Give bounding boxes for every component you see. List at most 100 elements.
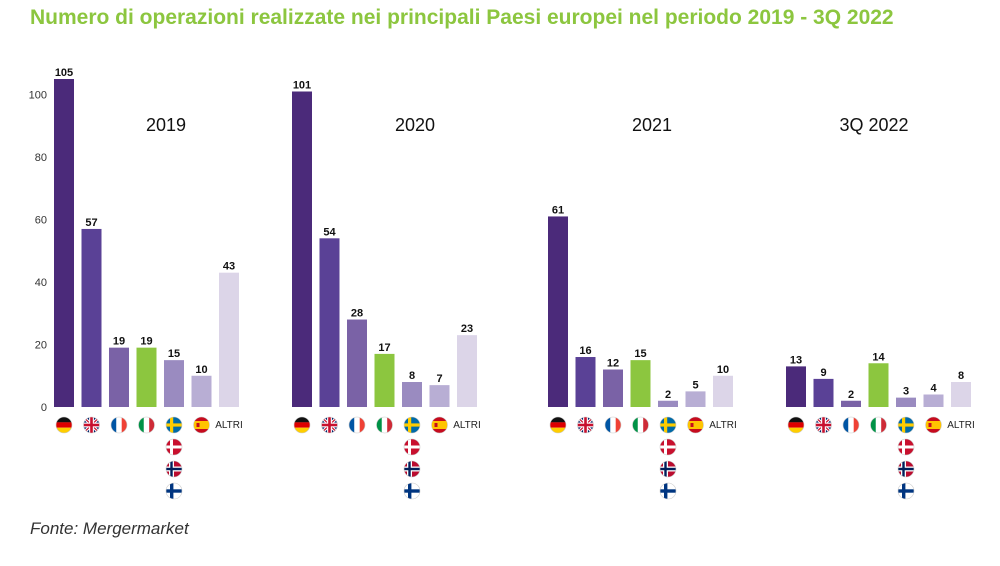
category-label-altri: ALTRI	[709, 420, 737, 431]
spain-flag-icon	[431, 416, 448, 434]
sweden-flag-icon	[403, 416, 421, 434]
sweden-flag-icon	[659, 416, 677, 434]
data-label: 28	[351, 308, 363, 320]
spain-flag-icon	[687, 416, 704, 434]
data-label: 7	[436, 373, 442, 385]
bar	[429, 385, 450, 407]
bar	[292, 91, 312, 407]
germany-flag-icon	[293, 416, 311, 434]
bar	[658, 400, 678, 407]
group-label: 2019	[146, 115, 186, 135]
data-label: 105	[55, 67, 73, 79]
united-kingdom-flag-icon	[577, 416, 594, 434]
data-label: 13	[790, 354, 802, 366]
category-label-altri: ALTRI	[453, 420, 481, 431]
bar	[219, 272, 239, 407]
bar-group-2020: 2020 101 54 28 17 8 7 23 ALTRI	[292, 79, 481, 500]
norway-flag-icon	[165, 460, 183, 478]
norway-flag-icon	[403, 460, 421, 478]
bar	[374, 353, 395, 407]
bar	[54, 79, 74, 407]
data-label: 14	[872, 351, 885, 363]
data-label: 54	[323, 226, 336, 238]
bar	[81, 228, 102, 407]
data-label: 10	[195, 364, 207, 376]
y-tick-label: 80	[35, 152, 47, 164]
italy-flag-icon	[870, 416, 887, 434]
bar	[868, 363, 889, 407]
spain-flag-icon	[193, 416, 210, 434]
germany-flag-icon	[787, 416, 805, 434]
bar-group-3q-2022: 3Q 2022 13 9 2 14 3 4 8 ALTRI	[786, 115, 975, 500]
bar	[786, 366, 806, 407]
data-label: 15	[634, 348, 646, 360]
y-tick-label: 100	[29, 90, 47, 102]
spain-flag-icon	[925, 416, 942, 434]
data-label: 2	[665, 389, 671, 401]
bar	[191, 375, 212, 407]
group-label: 3Q 2022	[839, 115, 908, 135]
france-flag-icon	[110, 416, 128, 434]
y-tick-label: 0	[41, 402, 47, 414]
data-label: 8	[409, 370, 415, 382]
category-label-altri: ALTRI	[947, 420, 975, 431]
bar	[713, 375, 733, 407]
group-label: 2020	[395, 115, 435, 135]
germany-flag-icon	[55, 416, 73, 434]
bar	[548, 216, 568, 407]
denmark-flag-icon	[897, 438, 915, 456]
bar	[685, 391, 706, 407]
finland-flag-icon	[165, 482, 183, 500]
united-kingdom-flag-icon	[83, 416, 100, 434]
bar-group-2021: 2021 61 16 12 15 2 5 10 ALTRI	[548, 115, 737, 500]
bar	[109, 347, 129, 407]
denmark-flag-icon	[403, 438, 421, 456]
data-label: 43	[223, 261, 235, 273]
data-label: 3	[903, 386, 909, 398]
france-flag-icon	[348, 416, 366, 434]
category-label-altri: ALTRI	[215, 420, 243, 431]
france-flag-icon	[604, 416, 622, 434]
data-label: 101	[293, 79, 311, 91]
data-label: 57	[85, 217, 97, 229]
group-label: 2021	[632, 115, 672, 135]
data-label: 10	[717, 364, 729, 376]
bar	[575, 357, 596, 407]
bar	[896, 397, 916, 407]
bar	[457, 335, 477, 407]
data-label: 15	[168, 348, 180, 360]
bar	[841, 400, 861, 407]
data-label: 8	[958, 370, 964, 382]
bar	[347, 319, 367, 407]
data-label: 5	[692, 379, 698, 391]
data-label: 12	[607, 358, 619, 370]
data-label: 19	[113, 336, 125, 348]
source-note: Fonte: Mergermarket	[30, 519, 189, 538]
y-tick-label: 60	[35, 215, 47, 227]
data-label: 4	[930, 383, 937, 395]
data-label: 23	[461, 323, 473, 335]
data-label: 61	[552, 204, 564, 216]
united-kingdom-flag-icon	[321, 416, 338, 434]
bar	[630, 360, 651, 407]
france-flag-icon	[842, 416, 860, 434]
bar	[164, 360, 184, 407]
bar	[603, 369, 623, 407]
bar	[951, 382, 971, 407]
italy-flag-icon	[632, 416, 649, 434]
sweden-flag-icon	[897, 416, 915, 434]
italy-flag-icon	[138, 416, 155, 434]
finland-flag-icon	[659, 482, 677, 500]
bar	[319, 238, 340, 407]
norway-flag-icon	[897, 460, 915, 478]
bar	[136, 347, 157, 407]
y-axis: 0 20 40 60 80 100	[29, 90, 47, 414]
y-tick-label: 40	[35, 277, 47, 289]
data-label: 19	[140, 336, 152, 348]
sweden-flag-icon	[165, 416, 183, 434]
bar	[813, 378, 834, 407]
bar	[402, 382, 422, 407]
bar	[923, 394, 944, 407]
